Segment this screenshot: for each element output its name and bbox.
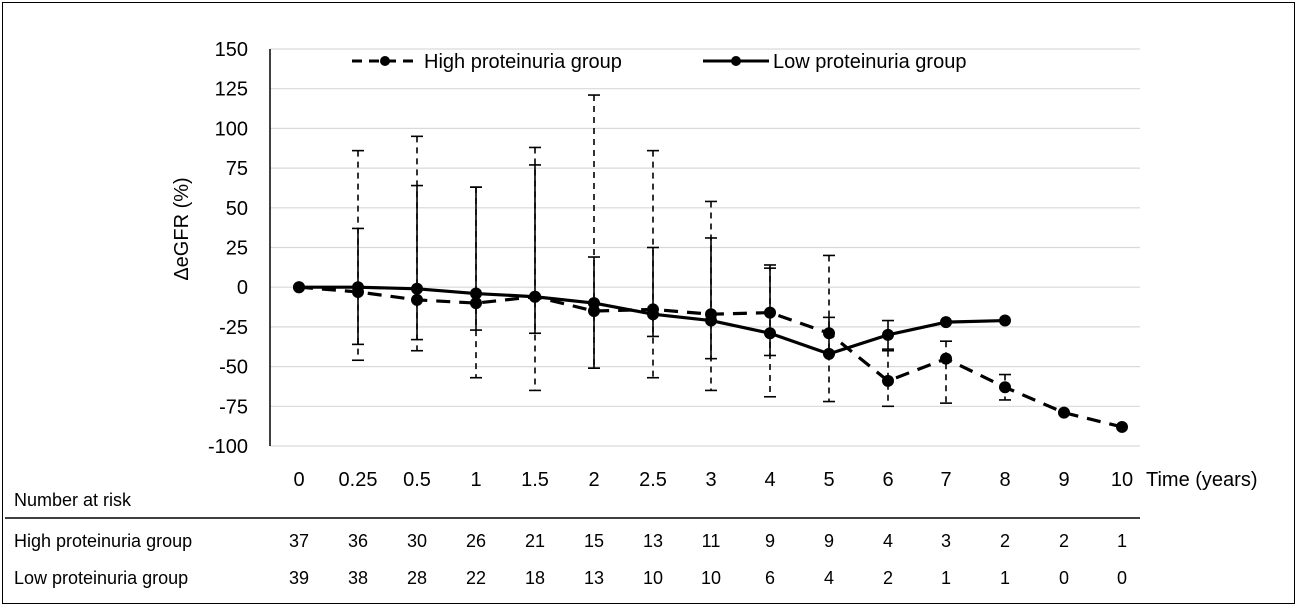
y-tick-label: -75 [219, 396, 248, 418]
risk-table-values: 37 36 30 26 21 15 13 11 9 9 4 3 2 2 139 38 28 22 18 13 10 10 6… [289, 531, 1127, 588]
y-tick-label: 50 [226, 198, 248, 220]
risk-value-high: 9 [765, 531, 775, 551]
risk-value-low: 13 [584, 568, 604, 588]
legend-low-swatch-marker [731, 56, 741, 66]
x-tick-label: 5 [823, 469, 834, 491]
data-point-low [764, 327, 776, 340]
data-point-low [823, 347, 835, 360]
data-point-low [293, 281, 305, 294]
x-tick-label: 2 [588, 469, 599, 491]
data-point-high [1116, 420, 1128, 433]
x-tick-label: 8 [999, 469, 1010, 491]
risk-value-low: 2 [883, 568, 893, 588]
x-tick-label: 6 [882, 469, 893, 491]
x-tick-label: 0.5 [403, 469, 431, 491]
risk-value-low: 0 [1059, 568, 1069, 588]
risk-value-low: 1 [941, 568, 951, 588]
risk-value-high: 4 [883, 531, 893, 551]
data-point-low [529, 290, 541, 303]
risk-table-title: Number at risk [14, 490, 132, 510]
y-tick-label: -100 [208, 436, 248, 458]
series-line-low [299, 285, 1006, 356]
data-point-high [882, 374, 894, 387]
risk-value-high: 2 [1059, 531, 1069, 551]
risk-value-high: 36 [348, 531, 368, 551]
data-point-low [411, 282, 423, 295]
data-point-high [1058, 406, 1070, 419]
x-tick-label: 7 [940, 469, 951, 491]
risk-value-high: 13 [643, 531, 663, 551]
risk-value-high: 30 [407, 531, 427, 551]
y-tick-label: 0 [237, 277, 248, 299]
y-tick-label: 25 [226, 238, 248, 260]
data-point-high [823, 327, 835, 340]
x-tick-label: 3 [705, 469, 716, 491]
data-point-high [999, 381, 1011, 394]
y-tick-label: 75 [226, 158, 248, 180]
risk-value-low: 4 [824, 568, 834, 588]
y-tick-label: -25 [219, 317, 248, 339]
y-tick-label: 150 [215, 39, 248, 61]
risk-value-low: 38 [348, 568, 368, 588]
risk-value-low: 1 [1000, 568, 1010, 588]
data-point-low [470, 287, 482, 300]
risk-row-label-high: High proteinuria group [14, 531, 192, 551]
risk-value-high: 11 [702, 531, 721, 551]
y-tick-label: 125 [215, 79, 248, 101]
risk-value-low: 22 [466, 568, 486, 588]
risk-row-label-low: Low proteinuria group [14, 568, 188, 588]
data-point-high [470, 297, 482, 310]
legend: High proteinuria group Low proteinuria g… [352, 51, 966, 73]
data-point-high [940, 352, 952, 365]
risk-value-high: 21 [525, 531, 545, 551]
x-tick-label: 2.5 [639, 469, 667, 491]
risk-value-high: 37 [289, 531, 309, 551]
y-tick-label: 100 [215, 118, 248, 140]
risk-value-high: 3 [941, 531, 951, 551]
x-tick-label: 0.25 [339, 469, 378, 491]
data-point-low [588, 297, 600, 310]
error-bars [352, 94, 1011, 408]
x-axis-label: Time (years) [1146, 469, 1257, 491]
y-tick-labels: 150 125 100 75 50 25 0 -25 -50 -75 -100 [208, 39, 248, 458]
y-tick-label: -50 [219, 357, 248, 379]
risk-value-low: 10 [643, 568, 663, 588]
risk-value-high: 15 [584, 531, 604, 551]
x-tick-label: 0 [293, 469, 304, 491]
x-tick-label: 1.5 [521, 469, 549, 491]
x-tick-label: 1 [470, 469, 481, 491]
risk-value-low: 10 [701, 568, 721, 588]
y-axis-label: ΔeGFR (%) [171, 177, 193, 280]
data-point-low [940, 316, 952, 329]
data-point-low [999, 314, 1011, 327]
risk-value-high: 1 [1117, 531, 1127, 551]
grid-lines [270, 48, 1140, 447]
legend-high-swatch-marker [380, 56, 390, 66]
risk-value-high: 26 [466, 531, 486, 551]
x-tick-label: 4 [764, 469, 775, 491]
data-point-low [882, 328, 894, 341]
x-tick-label: 9 [1058, 469, 1069, 491]
x-tick-labels: 0 0.25 0.5 1 1.5 2 2.5 3 4 5 6 7 8 9 10 [293, 469, 1133, 491]
risk-value-low: 28 [407, 568, 427, 588]
data-point-low [647, 308, 659, 321]
risk-value-low: 39 [289, 568, 309, 588]
x-tick-label: 10 [1111, 469, 1133, 491]
data-point-high [411, 293, 423, 306]
data-point-low [705, 314, 717, 327]
data-points [293, 281, 1128, 433]
risk-value-low: 6 [765, 568, 775, 588]
risk-value-high: 9 [824, 531, 834, 551]
risk-value-high: 2 [1000, 531, 1010, 551]
risk-value-low: 18 [525, 568, 545, 588]
risk-value-low: 0 [1117, 568, 1127, 588]
data-point-low [352, 281, 364, 294]
data-point-high [764, 306, 776, 319]
legend-high-label: High proteinuria group [424, 51, 622, 73]
legend-low-label: Low proteinuria group [773, 51, 966, 73]
